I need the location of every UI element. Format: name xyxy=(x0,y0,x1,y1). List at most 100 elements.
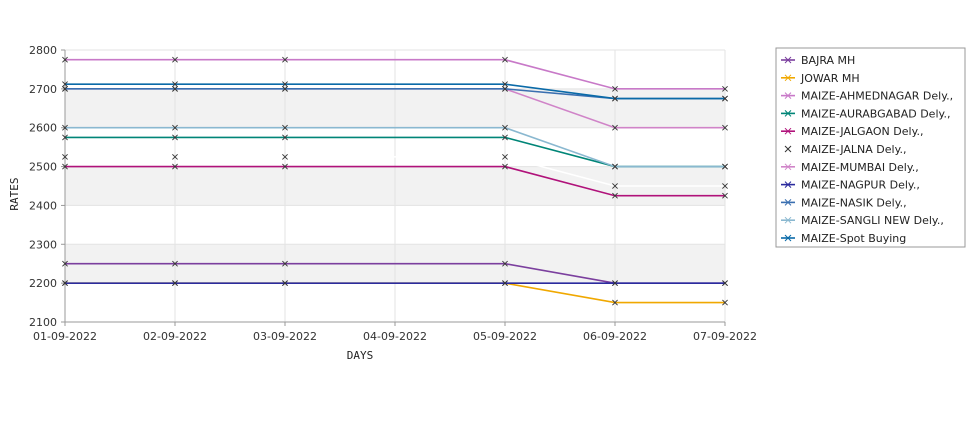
data-point xyxy=(62,153,68,160)
legend-item-maize-aurabgabad-dely: MAIZE-AURABGABAD Dely., xyxy=(781,107,950,120)
x-tick-label: 04-09-2022 xyxy=(363,330,427,343)
legend-label: JOWAR MH xyxy=(800,72,860,85)
legend-marker-icon xyxy=(784,216,792,224)
x-tick-label: 07-09-2022 xyxy=(693,330,757,343)
legend-marker-icon xyxy=(784,74,792,82)
legend-marker-icon xyxy=(784,145,792,153)
x-axis-ticks: 01-09-2022 02-09-2022 03-09-2022 04-09-2022… xyxy=(33,322,757,343)
legend-item-maize-sangli-new-dely: MAIZE-SANGLI NEW Dely., xyxy=(781,214,944,227)
data-point xyxy=(502,134,508,141)
series-lines xyxy=(62,56,728,306)
legend-label: MAIZE-MUMBAI Dely., xyxy=(801,161,919,174)
data-point xyxy=(172,163,178,170)
data-point xyxy=(282,81,288,88)
x-tick-label: 01-09-2022 xyxy=(33,330,97,343)
data-point xyxy=(502,280,508,287)
legend-item-maize-jalna-dely: MAIZE-JALNA Dely., xyxy=(784,143,907,156)
data-point xyxy=(612,95,618,102)
data-point xyxy=(62,163,68,170)
data-point xyxy=(62,81,68,88)
series-line xyxy=(65,83,725,100)
data-point xyxy=(62,56,68,63)
data-point xyxy=(612,299,618,306)
legend-item-maize-mumbai-dely: MAIZE-MUMBAI Dely., xyxy=(781,161,919,174)
y-tick-label: 2300 xyxy=(29,238,57,251)
y-tick-label: 2800 xyxy=(29,44,57,57)
y-tick-label: 2600 xyxy=(29,122,57,135)
data-point xyxy=(172,134,178,141)
data-point xyxy=(612,280,618,287)
data-point xyxy=(282,153,288,160)
legend-label: MAIZE-NASIK Dely., xyxy=(801,196,907,209)
series-maize-nagpur-dely xyxy=(62,280,728,287)
data-point xyxy=(612,192,618,199)
data-point xyxy=(172,260,178,267)
legend-marker-icon xyxy=(784,92,792,99)
data-point xyxy=(282,56,288,63)
data-point xyxy=(502,124,508,131)
legend-marker-icon xyxy=(784,110,792,117)
data-point xyxy=(502,85,508,92)
y-tick-label: 2200 xyxy=(29,277,57,290)
data-point xyxy=(722,183,728,189)
legend-item-maize-ahmednagar-dely: MAIZE-AHMEDNAGAR Dely., xyxy=(781,90,953,103)
data-point xyxy=(722,299,728,306)
legend-label: MAIZE-JALGAON Dely., xyxy=(801,125,924,138)
legend-marker-icon xyxy=(784,199,792,206)
legend-item-maize-jalgaon-dely: MAIZE-JALGAON Dely., xyxy=(781,125,924,138)
series-maize-jalgaon-dely xyxy=(62,163,728,199)
data-point xyxy=(172,56,178,63)
data-point xyxy=(172,124,178,131)
legend-label: BAJRA MH xyxy=(801,54,855,67)
x-tick-label: 02-09-2022 xyxy=(143,330,207,343)
legend-marker-icon xyxy=(784,163,792,171)
data-point xyxy=(612,163,618,170)
data-point xyxy=(612,85,618,92)
legend-label: MAIZE-NAGPUR Dely., xyxy=(801,179,920,192)
data-point xyxy=(502,153,508,160)
series-line xyxy=(65,165,725,197)
legend-marker-icon xyxy=(784,234,792,242)
series-line xyxy=(65,156,725,187)
data-point xyxy=(722,95,728,102)
data-point xyxy=(502,163,508,170)
data-point xyxy=(722,85,728,92)
y-tick-label: 2400 xyxy=(29,199,57,212)
series-line xyxy=(65,126,725,168)
legend-box xyxy=(775,47,966,248)
data-point xyxy=(62,85,68,92)
data-point xyxy=(282,260,288,267)
chart-legend: BAJRA MH JOWAR MH MAIZE-AHMEDNAGAR Dely., M… xyxy=(775,47,966,248)
y-tick-label: 2500 xyxy=(29,161,57,174)
data-point xyxy=(502,81,508,88)
series-maize-sangli-new-dely xyxy=(62,124,728,170)
data-point xyxy=(172,153,178,160)
data-point xyxy=(282,124,288,131)
data-point xyxy=(722,124,728,131)
legend-label: MAIZE-AHMEDNAGAR Dely., xyxy=(801,90,953,103)
data-point xyxy=(172,85,178,92)
series-maize-spot-buying xyxy=(62,81,728,102)
data-point xyxy=(172,280,178,287)
series-maize-jalna-dely xyxy=(62,153,728,189)
x-tick-label: 03-09-2022 xyxy=(253,330,317,343)
legend-marker-icon xyxy=(784,127,792,135)
data-point xyxy=(722,192,728,199)
data-point xyxy=(62,280,68,287)
legend-item-jowar-mh: JOWAR MH xyxy=(781,72,860,85)
y-axis-title: RATES xyxy=(8,177,21,210)
legend-marker-icon xyxy=(784,181,792,188)
data-point xyxy=(722,163,728,170)
data-point xyxy=(722,280,728,287)
data-point xyxy=(282,163,288,170)
legend-item-maize-spot-buying: MAIZE-Spot Buying xyxy=(781,232,906,245)
data-point xyxy=(502,260,508,267)
x-axis-title: DAYS xyxy=(347,349,374,362)
legend-marker-icon xyxy=(784,56,792,64)
legend-label: MAIZE-AURABGABAD Dely., xyxy=(801,107,950,120)
y-axis-ticks: 2100 2200 2300 2400 2500 2600 2700 2800 xyxy=(29,44,65,329)
data-point xyxy=(62,124,68,131)
legend-item-bajra-mh: BAJRA MH xyxy=(781,54,855,67)
x-tick-label: 06-09-2022 xyxy=(583,330,647,343)
